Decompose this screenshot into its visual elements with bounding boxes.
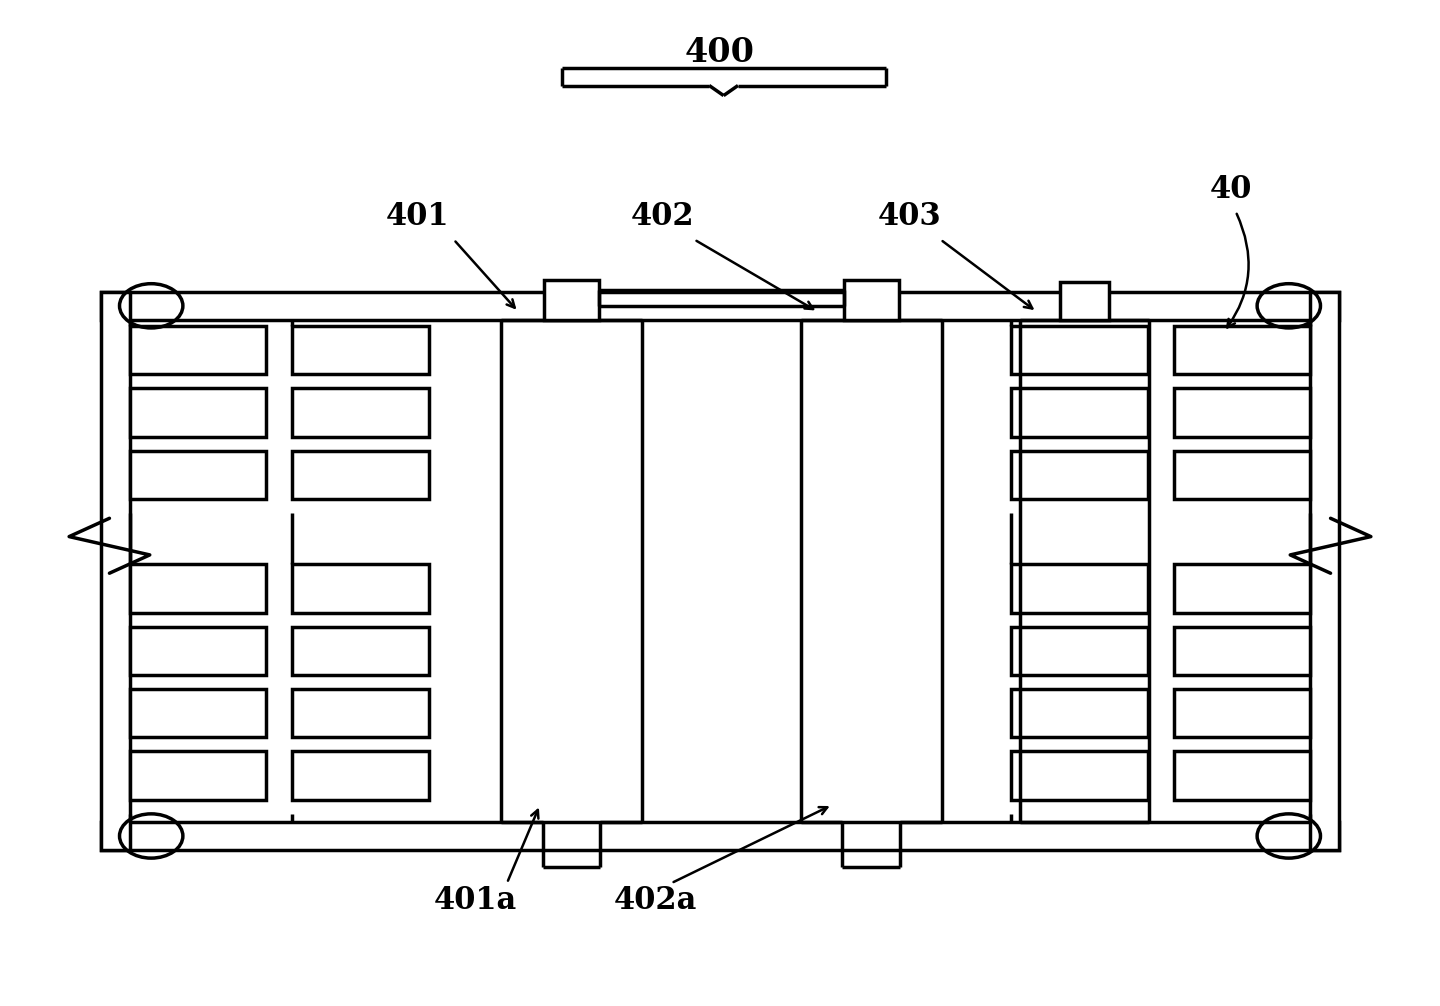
Bar — [130, 627, 266, 675]
Text: 402a: 402a — [613, 885, 697, 915]
Bar — [1011, 326, 1148, 374]
Text: 402: 402 — [631, 201, 694, 231]
Text: 401: 401 — [386, 201, 449, 231]
Bar — [130, 388, 266, 437]
Bar — [130, 751, 266, 800]
Text: 403: 403 — [878, 201, 942, 231]
Bar — [1060, 282, 1109, 320]
Bar — [1174, 689, 1310, 737]
Bar — [1174, 326, 1310, 374]
Bar — [101, 292, 130, 850]
Bar — [1174, 627, 1310, 675]
Text: 401a: 401a — [433, 885, 517, 915]
Bar — [544, 280, 599, 320]
Bar — [292, 689, 429, 737]
Bar — [292, 751, 429, 800]
Bar — [1011, 451, 1148, 499]
Bar — [292, 326, 429, 374]
Bar — [130, 564, 266, 613]
Bar — [101, 292, 1339, 320]
Bar — [292, 627, 429, 675]
Bar — [130, 326, 266, 374]
Bar — [1011, 564, 1148, 613]
Bar — [1174, 451, 1310, 499]
Bar — [130, 451, 266, 499]
Bar — [101, 822, 1339, 850]
Bar — [1011, 689, 1148, 737]
Bar — [1174, 388, 1310, 437]
Bar — [1174, 564, 1310, 613]
Bar — [292, 388, 429, 437]
Bar — [1174, 751, 1310, 800]
Bar — [1011, 627, 1148, 675]
Bar — [1011, 751, 1148, 800]
Bar — [292, 564, 429, 613]
Bar — [1310, 292, 1339, 850]
Bar — [130, 689, 266, 737]
Text: 40: 40 — [1210, 174, 1253, 204]
Bar — [844, 280, 899, 320]
Bar — [292, 451, 429, 499]
Bar — [1011, 388, 1148, 437]
Text: 400: 400 — [685, 36, 755, 68]
